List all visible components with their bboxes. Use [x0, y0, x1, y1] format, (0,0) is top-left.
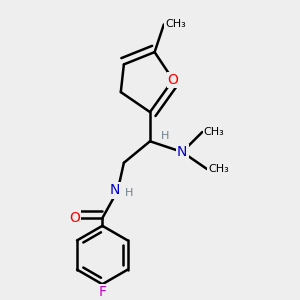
Text: O: O: [69, 211, 80, 225]
Text: N: N: [177, 145, 188, 159]
Text: CH₃: CH₃: [165, 20, 186, 29]
Text: F: F: [98, 285, 106, 299]
Text: O: O: [168, 73, 178, 87]
Text: N: N: [110, 184, 120, 197]
Text: CH₃: CH₃: [204, 127, 224, 137]
Text: CH₃: CH₃: [208, 164, 229, 174]
Text: H: H: [160, 131, 169, 141]
Text: H: H: [125, 188, 134, 198]
